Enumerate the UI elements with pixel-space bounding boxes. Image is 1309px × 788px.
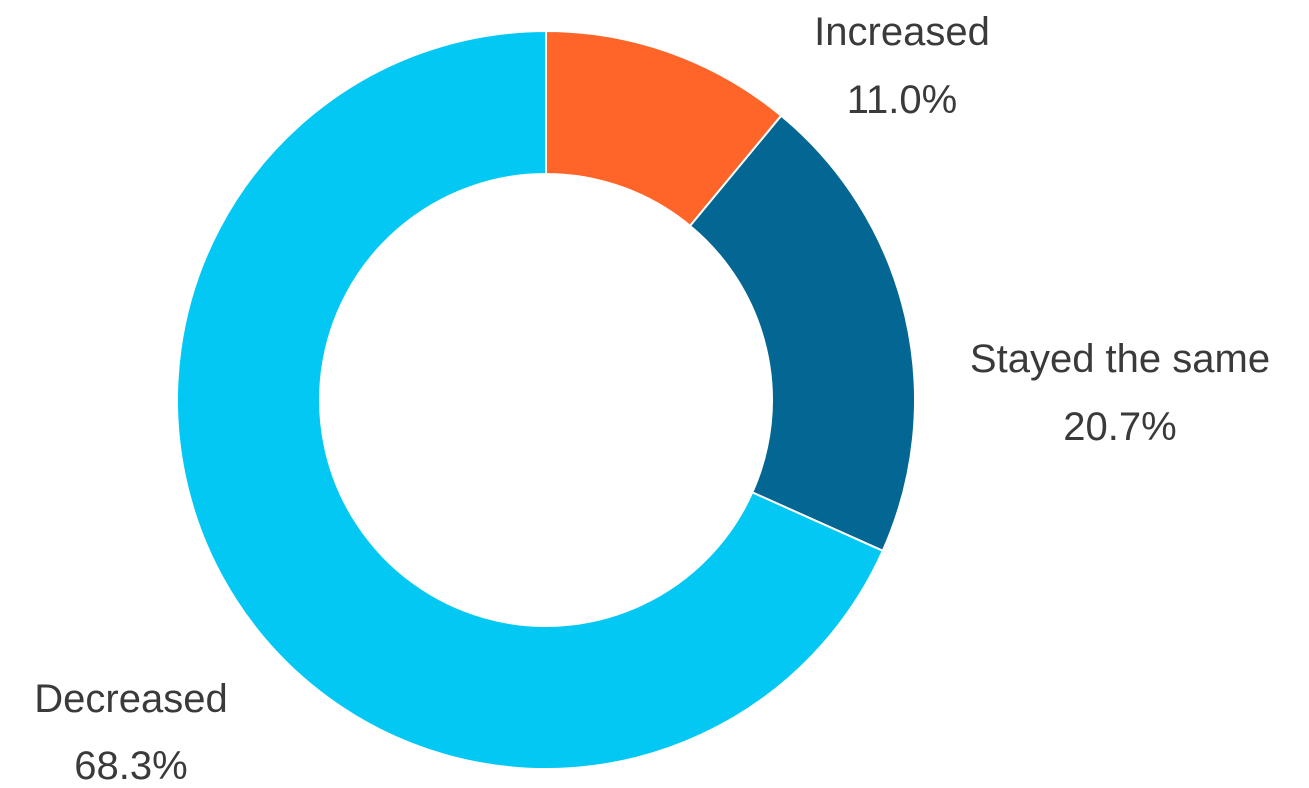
slice-label-decreased: Decreased (34, 677, 227, 721)
slice-stayed-the-same (688, 114, 916, 553)
slice-value-increased: 11.0% (847, 78, 957, 122)
slice-value-decreased: 68.3% (74, 744, 187, 783)
slices-layer (176, 29, 916, 770)
slice-decreased (176, 29, 885, 770)
slice-value-stayed-the-same: 20.7% (1063, 405, 1176, 449)
slice-label-stayed-the-same: Stayed the same (970, 337, 1270, 381)
slice-label-increased: Increased (814, 10, 990, 54)
labels-layer: Increased 11.0% Stayed the same 20.7% Decrea… (34, 10, 1270, 788)
